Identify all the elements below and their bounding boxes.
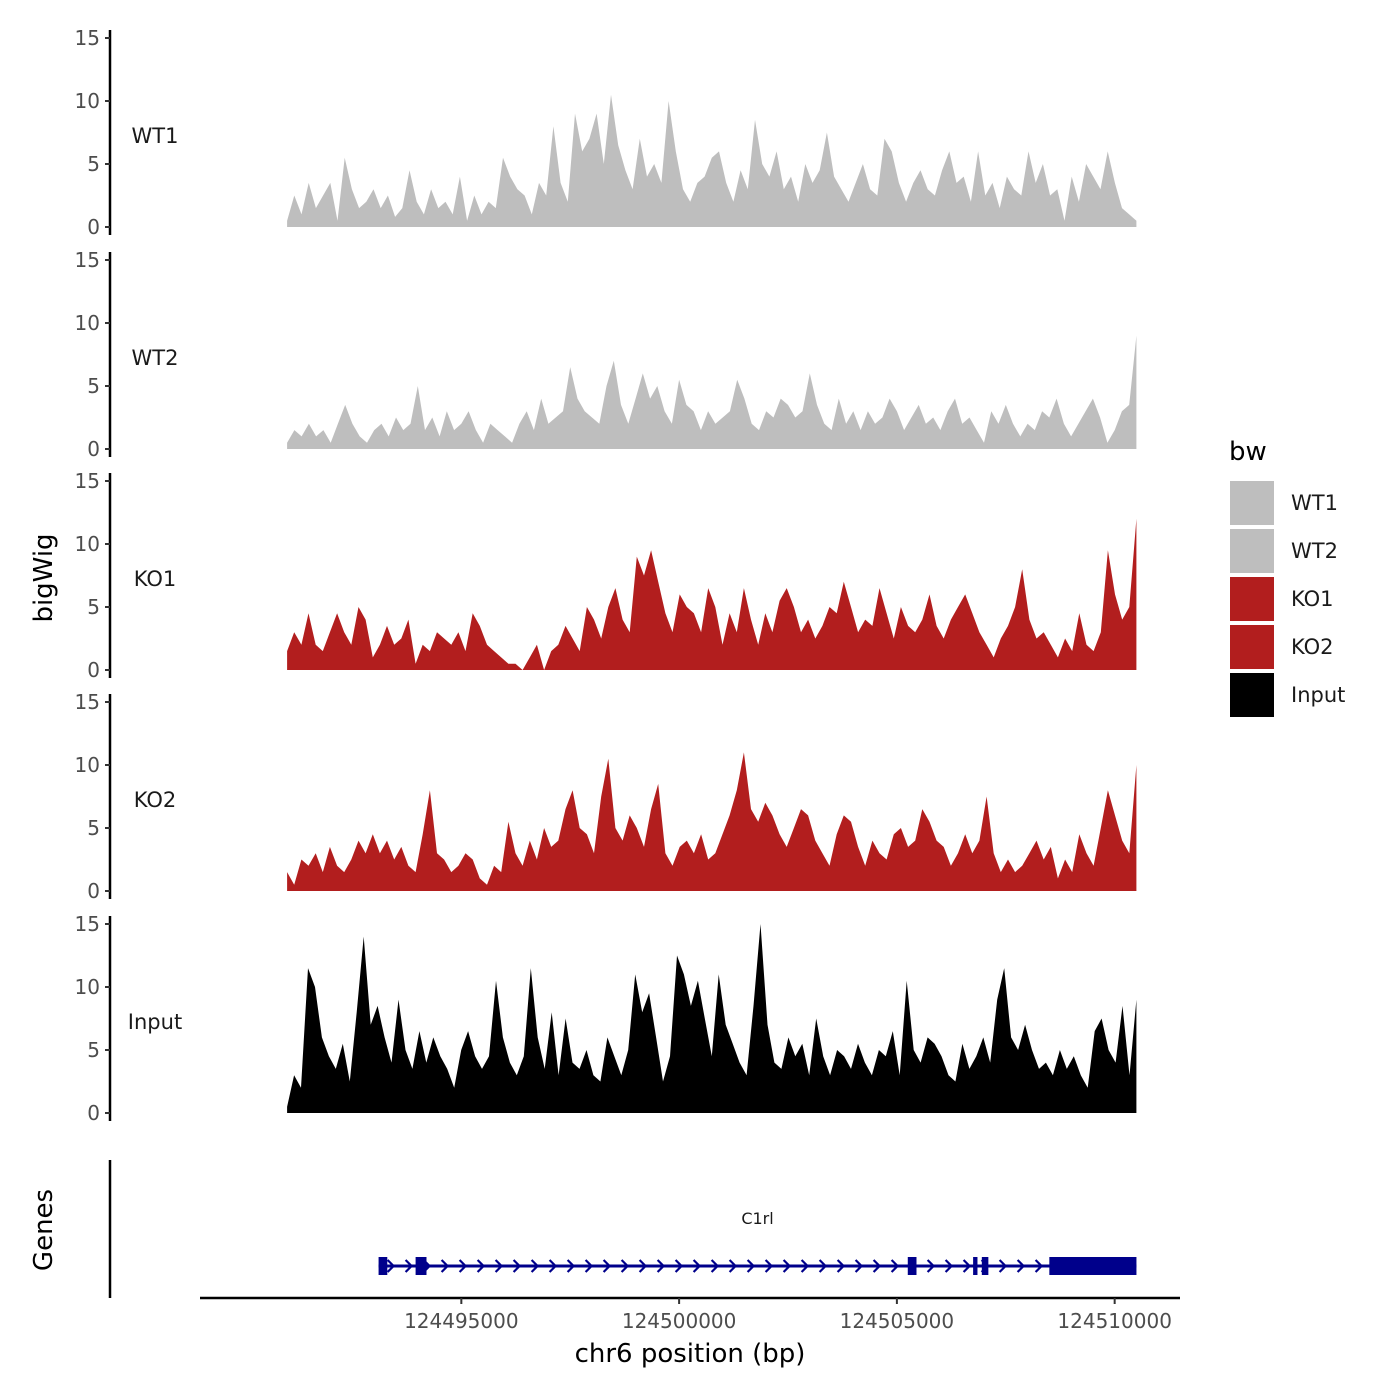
legend-label-wt2: WT2 (1291, 539, 1338, 563)
y-tick-label: 0 (87, 879, 100, 903)
strand-arrow (404, 1259, 414, 1273)
y-tick-label: 5 (87, 1038, 100, 1062)
y-tick-label: 10 (75, 975, 100, 999)
y-tick-label: 15 (75, 469, 100, 493)
gene-name-label: C1rl (741, 1209, 773, 1228)
strand-arrow (944, 1259, 954, 1273)
y-tick-label: 10 (75, 753, 100, 777)
strand-arrow (584, 1259, 594, 1273)
strand-arrow (926, 1259, 936, 1273)
x-tick-label: 124495000 (404, 1309, 519, 1333)
strand-arrow (548, 1259, 558, 1273)
legend-key-wt1 (1228, 479, 1276, 527)
strand-arrow (440, 1259, 450, 1273)
strand-arrow (638, 1259, 648, 1273)
y-tick-label: 0 (87, 215, 100, 239)
strand-arrow (566, 1259, 576, 1273)
track-input: 0 5 10 15 Input (75, 912, 1137, 1125)
strand-arrow (818, 1259, 828, 1273)
strand-arrow (782, 1259, 792, 1273)
strand-arrow (890, 1259, 900, 1273)
legend-key-ko1 (1228, 575, 1276, 623)
legend-label-input: Input (1291, 683, 1345, 707)
gene-track-title: Genes (29, 1189, 59, 1271)
x-axis-title: chr6 position (bp) (575, 1339, 806, 1369)
track-wt1: 0 5 10 15 WT1 (75, 26, 1137, 239)
y-tick-label: 15 (75, 690, 100, 714)
track-label-ko1: KO1 (134, 567, 177, 591)
coverage-area-wt1 (287, 94, 1137, 227)
coverage-area-ko1 (287, 518, 1137, 670)
legend-label-wt1: WT1 (1291, 491, 1338, 515)
coverage-area-wt2 (287, 335, 1137, 449)
strand-arrow (854, 1259, 864, 1273)
y-tick-label: 15 (75, 912, 100, 936)
coverage-area-ko2 (287, 752, 1137, 891)
strand-arrow (386, 1259, 396, 1273)
y-tick-label: 10 (75, 532, 100, 556)
x-tick-label: 124505000 (840, 1309, 955, 1333)
strand-arrow (800, 1259, 810, 1273)
track-ko1: 0 5 10 15 KO1 (75, 469, 1137, 682)
y-tick-label: 10 (75, 311, 100, 335)
y-tick-label: 15 (75, 248, 100, 272)
legend-key-wt2 (1228, 527, 1276, 575)
strand-arrow (458, 1259, 468, 1273)
legend-label-ko2: KO2 (1291, 635, 1334, 659)
y-tick-label: 0 (87, 658, 100, 682)
y-tick-label: 10 (75, 89, 100, 113)
y-tick-label: 0 (87, 1101, 100, 1125)
gene-track: C1rl (108, 1160, 1137, 1298)
coverage-area-input (287, 924, 1137, 1113)
gene-exon (1049, 1257, 1137, 1275)
strand-arrow (494, 1259, 504, 1273)
y-tick-label: 0 (87, 437, 100, 461)
gene-exon (415, 1257, 427, 1275)
legend-key-input (1228, 671, 1276, 719)
y-tick-label: 15 (75, 26, 100, 50)
gene-exon (981, 1257, 989, 1275)
strand-arrow (692, 1259, 702, 1273)
strand-arrow (764, 1259, 774, 1273)
strand-arrow (962, 1259, 972, 1273)
y-tick-label: 5 (87, 374, 100, 398)
strand-arrow (710, 1259, 720, 1273)
strand-arrow (872, 1259, 882, 1273)
strand-arrow (476, 1259, 486, 1273)
track-label-wt2: WT2 (132, 346, 179, 370)
legend-label-ko1: KO1 (1291, 587, 1334, 611)
track-label-ko2: KO2 (134, 788, 177, 812)
y-tick-label: 5 (87, 152, 100, 176)
y-axis-title: bigWig (29, 533, 59, 622)
strand-arrow (674, 1259, 684, 1273)
y-tick-label: 5 (87, 816, 100, 840)
strand-arrow (728, 1259, 738, 1273)
y-tick-label: 5 (87, 595, 100, 619)
gene-exon (973, 1257, 978, 1275)
track-label-wt1: WT1 (132, 124, 179, 148)
track-wt2: 0 5 10 15 WT2 (75, 248, 1137, 461)
strand-arrow (512, 1259, 522, 1273)
gene-exon (378, 1257, 388, 1275)
strand-arrow (998, 1259, 1008, 1273)
legend-key-ko2 (1228, 623, 1276, 671)
strand-arrow (836, 1259, 846, 1273)
legend: bw WT1 WT2 KO1 KO2 Input (1228, 437, 1345, 719)
track-ko2: 0 5 10 15 KO2 (75, 690, 1137, 903)
strand-arrow (1034, 1259, 1044, 1273)
strand-arrow (746, 1259, 756, 1273)
strand-arrow (602, 1259, 612, 1273)
gene-exon (907, 1257, 917, 1275)
x-tick-label: 124510000 (1057, 1309, 1172, 1333)
strand-arrow (1016, 1259, 1026, 1273)
track-label-input: Input (128, 1010, 182, 1034)
coverage-tracks: 0 5 10 15 WT1 0 5 10 15 WT2 0 5 10 15 KO1 0 5 10 15 KO2 0 5 10… (75, 26, 1137, 1125)
strand-arrow (656, 1259, 666, 1273)
x-axis: 124495000 124500000 124505000 124510000 (200, 1296, 1180, 1333)
strand-arrow (530, 1259, 540, 1273)
legend-title: bw (1229, 437, 1267, 467)
strand-arrow (620, 1259, 630, 1273)
x-tick-label: 124500000 (622, 1309, 737, 1333)
